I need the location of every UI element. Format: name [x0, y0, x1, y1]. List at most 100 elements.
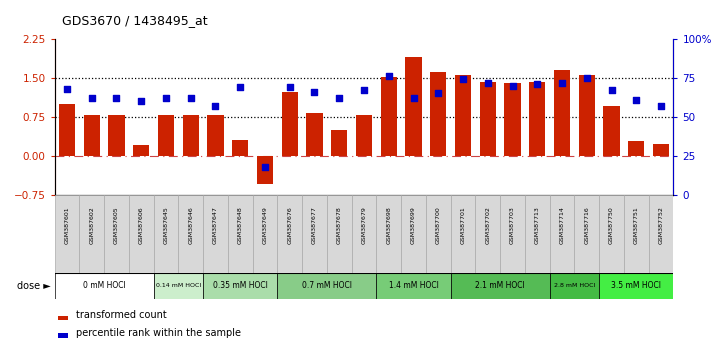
Bar: [405, 57, 422, 156]
Bar: [401, 195, 426, 273]
Bar: [306, 113, 323, 156]
Text: percentile rank within the sample: percentile rank within the sample: [76, 328, 242, 338]
Text: GSM387649: GSM387649: [263, 206, 267, 244]
Bar: [108, 115, 124, 156]
Point: [309, 89, 320, 95]
Bar: [79, 195, 104, 273]
Bar: [579, 75, 595, 156]
Bar: [376, 195, 401, 273]
Bar: [554, 70, 570, 156]
Bar: [475, 195, 500, 273]
Text: GSM387703: GSM387703: [510, 206, 515, 244]
Bar: [282, 92, 298, 156]
Bar: [430, 72, 446, 156]
Bar: [525, 195, 550, 273]
Bar: [480, 82, 496, 156]
Bar: [327, 195, 352, 273]
Point: [556, 80, 568, 85]
Text: GSM387678: GSM387678: [337, 206, 341, 244]
Bar: [352, 195, 376, 273]
Point: [61, 86, 73, 92]
Bar: [574, 195, 599, 273]
Text: 3.5 mM HOCl: 3.5 mM HOCl: [612, 281, 661, 290]
Point: [408, 95, 419, 101]
Point: [432, 91, 444, 96]
Text: 2.1 mM HOCl: 2.1 mM HOCl: [475, 281, 525, 290]
Text: GSM387698: GSM387698: [387, 206, 391, 244]
Text: GSM387602: GSM387602: [90, 206, 94, 244]
Text: transformed count: transformed count: [76, 310, 167, 320]
Text: GSM387646: GSM387646: [189, 206, 193, 244]
Text: GSM387701: GSM387701: [461, 206, 465, 244]
Bar: [228, 195, 253, 273]
Point: [284, 84, 296, 90]
Bar: [653, 144, 669, 156]
Text: 1.4 mM HOCl: 1.4 mM HOCl: [389, 281, 438, 290]
Text: GSM387700: GSM387700: [436, 206, 440, 244]
Bar: [302, 195, 327, 273]
Point: [531, 81, 543, 87]
Bar: [628, 141, 644, 156]
Text: GSM387702: GSM387702: [486, 206, 490, 244]
Bar: [84, 115, 100, 156]
Bar: [599, 273, 673, 299]
Point: [111, 95, 122, 101]
Text: 0.14 mM HOCl: 0.14 mM HOCl: [156, 283, 201, 289]
Point: [655, 103, 667, 109]
Point: [630, 97, 642, 103]
Text: GSM387750: GSM387750: [609, 206, 614, 244]
Point: [581, 75, 593, 81]
Bar: [451, 195, 475, 273]
Text: GSM387676: GSM387676: [288, 206, 292, 244]
Text: GSM387645: GSM387645: [164, 206, 168, 244]
Bar: [55, 273, 154, 299]
Bar: [624, 195, 649, 273]
Point: [210, 103, 221, 109]
Text: GSM387713: GSM387713: [535, 206, 539, 244]
Text: GSM387647: GSM387647: [213, 206, 218, 244]
Bar: [599, 195, 624, 273]
Point: [482, 80, 494, 85]
Bar: [356, 115, 372, 156]
Bar: [59, 104, 75, 156]
Text: GSM387605: GSM387605: [114, 206, 119, 244]
Text: GSM387677: GSM387677: [312, 206, 317, 244]
Bar: [257, 156, 273, 184]
Point: [86, 95, 98, 101]
Bar: [376, 273, 451, 299]
Point: [383, 74, 395, 79]
Bar: [277, 195, 302, 273]
Bar: [277, 273, 376, 299]
Point: [259, 164, 271, 170]
Point: [135, 98, 147, 104]
Bar: [451, 273, 550, 299]
Bar: [529, 82, 545, 156]
Bar: [207, 115, 223, 156]
Bar: [203, 273, 277, 299]
Bar: [232, 140, 248, 156]
Text: 0.7 mM HOCl: 0.7 mM HOCl: [302, 281, 352, 290]
Bar: [550, 195, 574, 273]
Point: [606, 87, 617, 93]
Text: GSM387716: GSM387716: [585, 206, 589, 244]
Point: [160, 95, 172, 101]
Bar: [154, 273, 203, 299]
Text: GSM387606: GSM387606: [139, 206, 143, 244]
Point: [234, 84, 246, 90]
Point: [457, 76, 469, 82]
Text: GSM387648: GSM387648: [238, 206, 242, 244]
Bar: [183, 115, 199, 156]
Bar: [505, 83, 521, 156]
Text: 0.35 mM HOCl: 0.35 mM HOCl: [213, 281, 268, 290]
Text: 0 mM HOCl: 0 mM HOCl: [83, 281, 125, 290]
Bar: [649, 195, 673, 273]
Bar: [381, 77, 397, 156]
Point: [358, 87, 370, 93]
Bar: [426, 195, 451, 273]
Bar: [550, 273, 599, 299]
Bar: [331, 130, 347, 156]
Bar: [604, 107, 620, 156]
Bar: [129, 195, 154, 273]
Text: dose ►: dose ►: [17, 281, 51, 291]
Text: GSM387601: GSM387601: [65, 206, 69, 244]
